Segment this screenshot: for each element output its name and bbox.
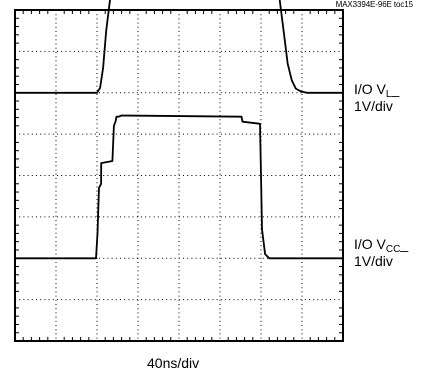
trace-vl-line: [15, 0, 343, 94]
trace-scale-vcc: 1V/div: [354, 253, 393, 269]
trace-name-vl: I/O V: [354, 81, 386, 97]
trace-name-vl-tail: _: [391, 81, 400, 97]
x-axis-scale: 40ns/div: [147, 355, 200, 371]
trace-vcc-line: [15, 114, 343, 260]
trace-name-vcc-sub: CC: [385, 244, 401, 255]
trace-name-vcc: I/O V: [354, 236, 386, 252]
grid-lines: [15, 10, 343, 341]
trace-name-vcc-tail: _: [400, 236, 409, 252]
trace-label-vcc: I/O VCC_ 1V/div: [354, 236, 408, 270]
trace-label-vl: I/O VL_ 1V/div: [354, 81, 399, 115]
figure-id: MAX3394E-96E toc15: [335, 0, 413, 9]
trace-scale-vl: 1V/div: [354, 98, 393, 114]
traces: [15, 0, 343, 260]
plot-frame: [14, 9, 344, 342]
trace-name-vl-sub: L: [385, 89, 392, 100]
